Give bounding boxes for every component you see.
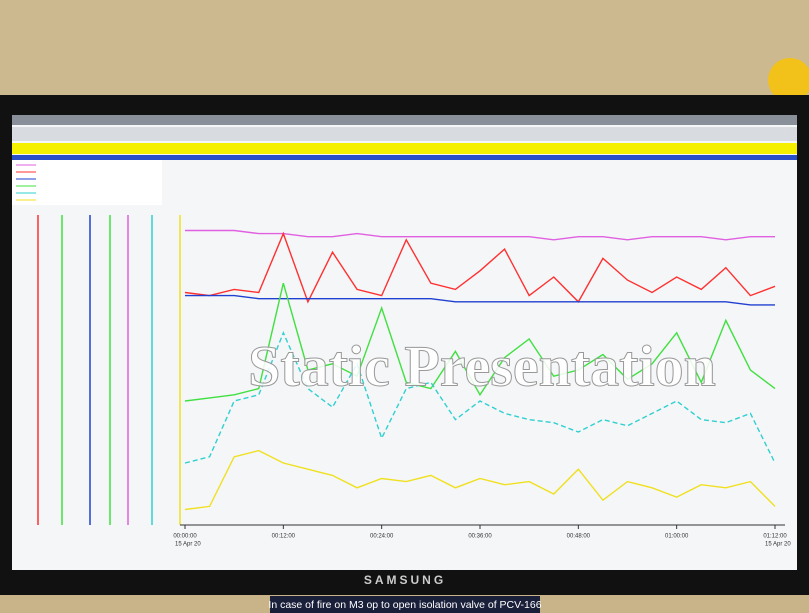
page: 00:00:00 00:12:00 00:24:00 00:36:00 00:48:00… bbox=[0, 0, 809, 613]
time-label: 00:12:00 bbox=[272, 534, 296, 540]
caption: In case of fire on M3 op to open isolati… bbox=[268, 599, 541, 611]
start-date: 15 Apr 20 bbox=[175, 542, 201, 548]
time-label: 00:24:00 bbox=[370, 534, 394, 540]
time-label: 00:48:00 bbox=[567, 534, 591, 540]
title-bar bbox=[12, 115, 797, 125]
wall bbox=[0, 0, 809, 100]
window-header bbox=[12, 155, 797, 160]
photo: 00:00:00 00:12:00 00:24:00 00:36:00 00:48:00… bbox=[0, 0, 809, 613]
time-label: 01:00:00 bbox=[665, 534, 689, 540]
time-label: 01:12:00 bbox=[763, 534, 787, 540]
legend-panel bbox=[12, 160, 162, 205]
toolbar bbox=[12, 127, 797, 141]
status-bar bbox=[12, 143, 797, 154]
time-label: 00:36:00 bbox=[468, 534, 492, 540]
end-date: 15 Apr 20 bbox=[765, 542, 791, 548]
time-label: 00:00:00 bbox=[173, 534, 197, 540]
watermark: Static Presentation bbox=[248, 333, 716, 398]
brand: SAMSUNG bbox=[364, 573, 446, 587]
